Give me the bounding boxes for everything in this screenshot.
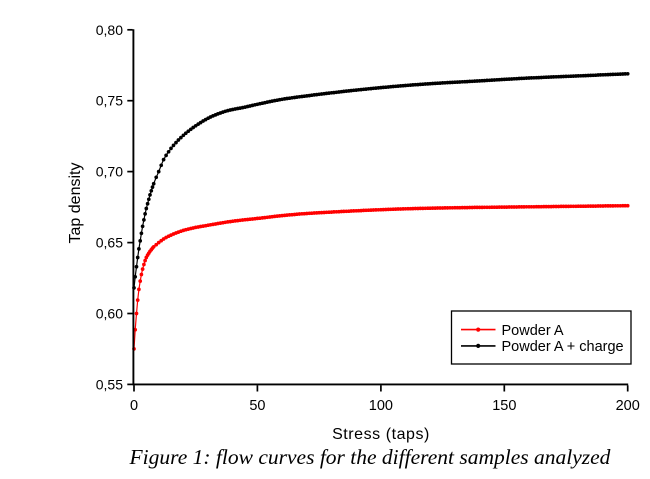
- svg-text:200: 200: [616, 398, 640, 414]
- svg-text:0: 0: [130, 398, 138, 414]
- svg-text:Tap density: Tap density: [67, 163, 84, 244]
- svg-text:Powder A + charge: Powder A + charge: [502, 339, 624, 355]
- svg-text:0,65: 0,65: [96, 235, 123, 251]
- svg-text:150: 150: [492, 398, 516, 414]
- svg-text:100: 100: [369, 398, 393, 414]
- svg-text:Figure 1: flow curves for the: Figure 1: flow curves for the different …: [129, 445, 611, 469]
- svg-text:Powder A: Powder A: [502, 323, 564, 339]
- svg-text:0,55: 0,55: [96, 376, 123, 392]
- svg-text:50: 50: [249, 398, 265, 414]
- svg-text:0,75: 0,75: [96, 93, 123, 109]
- svg-text:0,60: 0,60: [96, 306, 123, 322]
- svg-text:0,70: 0,70: [96, 164, 123, 180]
- svg-text:Stress (taps): Stress (taps): [332, 426, 430, 443]
- svg-text:0,80: 0,80: [96, 22, 123, 38]
